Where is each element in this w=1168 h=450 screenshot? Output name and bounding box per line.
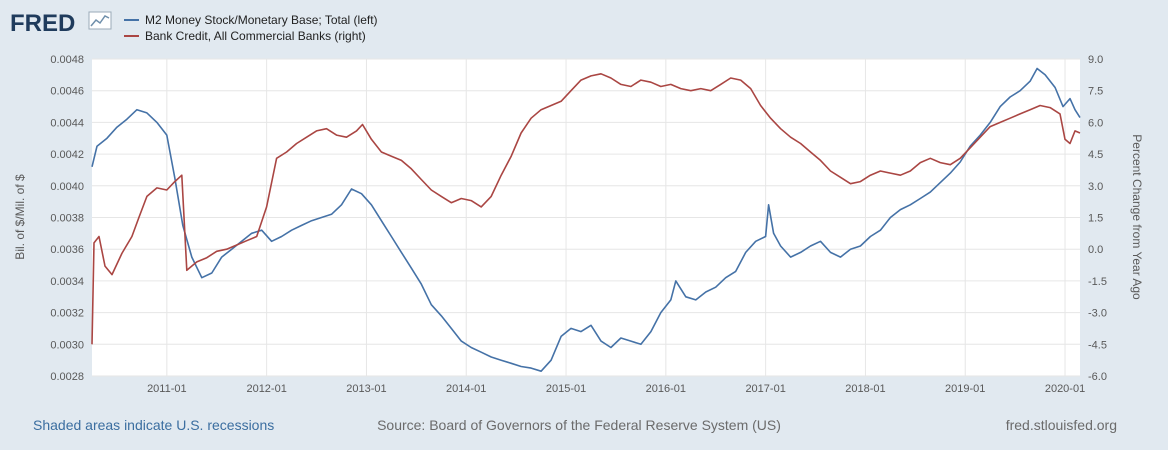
fred-logo-text: FRED <box>10 10 75 37</box>
x-tick-label: 2013-01 <box>346 383 386 395</box>
legend: M2 Money Stock/Monetary Base; Total (lef… <box>124 13 378 43</box>
right-tick-label: -1.5 <box>1088 276 1107 288</box>
fred-site-link[interactable]: fred.stlouisfed.org <box>1006 417 1117 433</box>
legend-item-bank-credit[interactable]: Bank Credit, All Commercial Banks (right… <box>124 29 366 43</box>
right-tick-label: 1.5 <box>1088 213 1103 225</box>
x-tick-label: 2012-01 <box>246 383 286 395</box>
x-tick-label: 2018-01 <box>845 383 885 395</box>
x-tick-label: 2017-01 <box>745 383 785 395</box>
left-tick-label: 0.0028 <box>50 371 84 383</box>
left-tick-label: 0.0038 <box>50 213 84 225</box>
source-note: Source: Board of Governors of the Federa… <box>377 417 781 433</box>
left-tick-label: 0.0032 <box>50 308 84 320</box>
left-tick-label: 0.0046 <box>50 86 84 98</box>
x-tick-label: 2016-01 <box>646 383 686 395</box>
series-line-bank-credit[interactable] <box>91 73 1081 345</box>
recession-note-link[interactable]: Shaded areas indicate U.S. recessions <box>33 417 274 433</box>
x-axis-ticks: 2011-01 2012-01 2013-01 2014-01 2015-01 2016-… <box>147 383 1085 395</box>
gridlines <box>92 58 1080 377</box>
left-tick-label: 0.0048 <box>50 54 84 66</box>
legend-label-bank-credit: Bank Credit, All Commercial Banks (right… <box>145 29 366 43</box>
left-tick-label: 0.0030 <box>50 339 84 351</box>
right-tick-label: -4.5 <box>1088 339 1107 351</box>
fred-logo[interactable]: FRED <box>10 10 112 37</box>
x-tick-label: 2014-01 <box>446 383 486 395</box>
right-tick-label: 0.0 <box>1088 244 1103 256</box>
right-tick-label: -3.0 <box>1088 308 1107 320</box>
left-axis-title: Bil. of $/Mil. of $ <box>13 174 27 260</box>
right-tick-label: -6.0 <box>1088 371 1107 383</box>
x-tick-label: 2019-01 <box>945 383 985 395</box>
right-tick-label: 4.5 <box>1088 149 1103 161</box>
x-tick-label: 2020-01 <box>1045 383 1085 395</box>
legend-item-m2[interactable]: M2 Money Stock/Monetary Base; Total (lef… <box>124 13 378 27</box>
legend-label-m2: M2 Money Stock/Monetary Base; Total (lef… <box>145 13 378 27</box>
right-tick-label: 6.0 <box>1088 117 1103 129</box>
right-tick-label: 3.0 <box>1088 181 1103 193</box>
right-axis-ticks: -6.0 -4.5 -3.0 -1.5 0.0 1.5 3.0 4.5 6.0 7.5 9.0 <box>1088 54 1107 383</box>
left-tick-label: 0.0034 <box>50 276 84 288</box>
left-tick-label: 0.0044 <box>50 117 84 129</box>
left-tick-label: 0.0036 <box>50 244 84 256</box>
right-tick-label: 9.0 <box>1088 54 1103 66</box>
left-tick-label: 0.0042 <box>50 149 84 161</box>
right-tick-label: 7.5 <box>1088 86 1103 98</box>
left-tick-label: 0.0040 <box>50 181 84 193</box>
series-layer <box>91 67 1081 373</box>
x-tick-label: 2015-01 <box>546 383 586 395</box>
fred-logo-icon <box>88 11 112 30</box>
right-axis-title: Percent Change from Year Ago <box>1130 134 1144 300</box>
series-line-m2[interactable] <box>91 67 1081 373</box>
left-axis-ticks: 0.0028 0.0030 0.0032 0.0034 0.0036 0.0038 0.00… <box>50 54 84 383</box>
x-tick-label: 2011-01 <box>147 383 187 395</box>
